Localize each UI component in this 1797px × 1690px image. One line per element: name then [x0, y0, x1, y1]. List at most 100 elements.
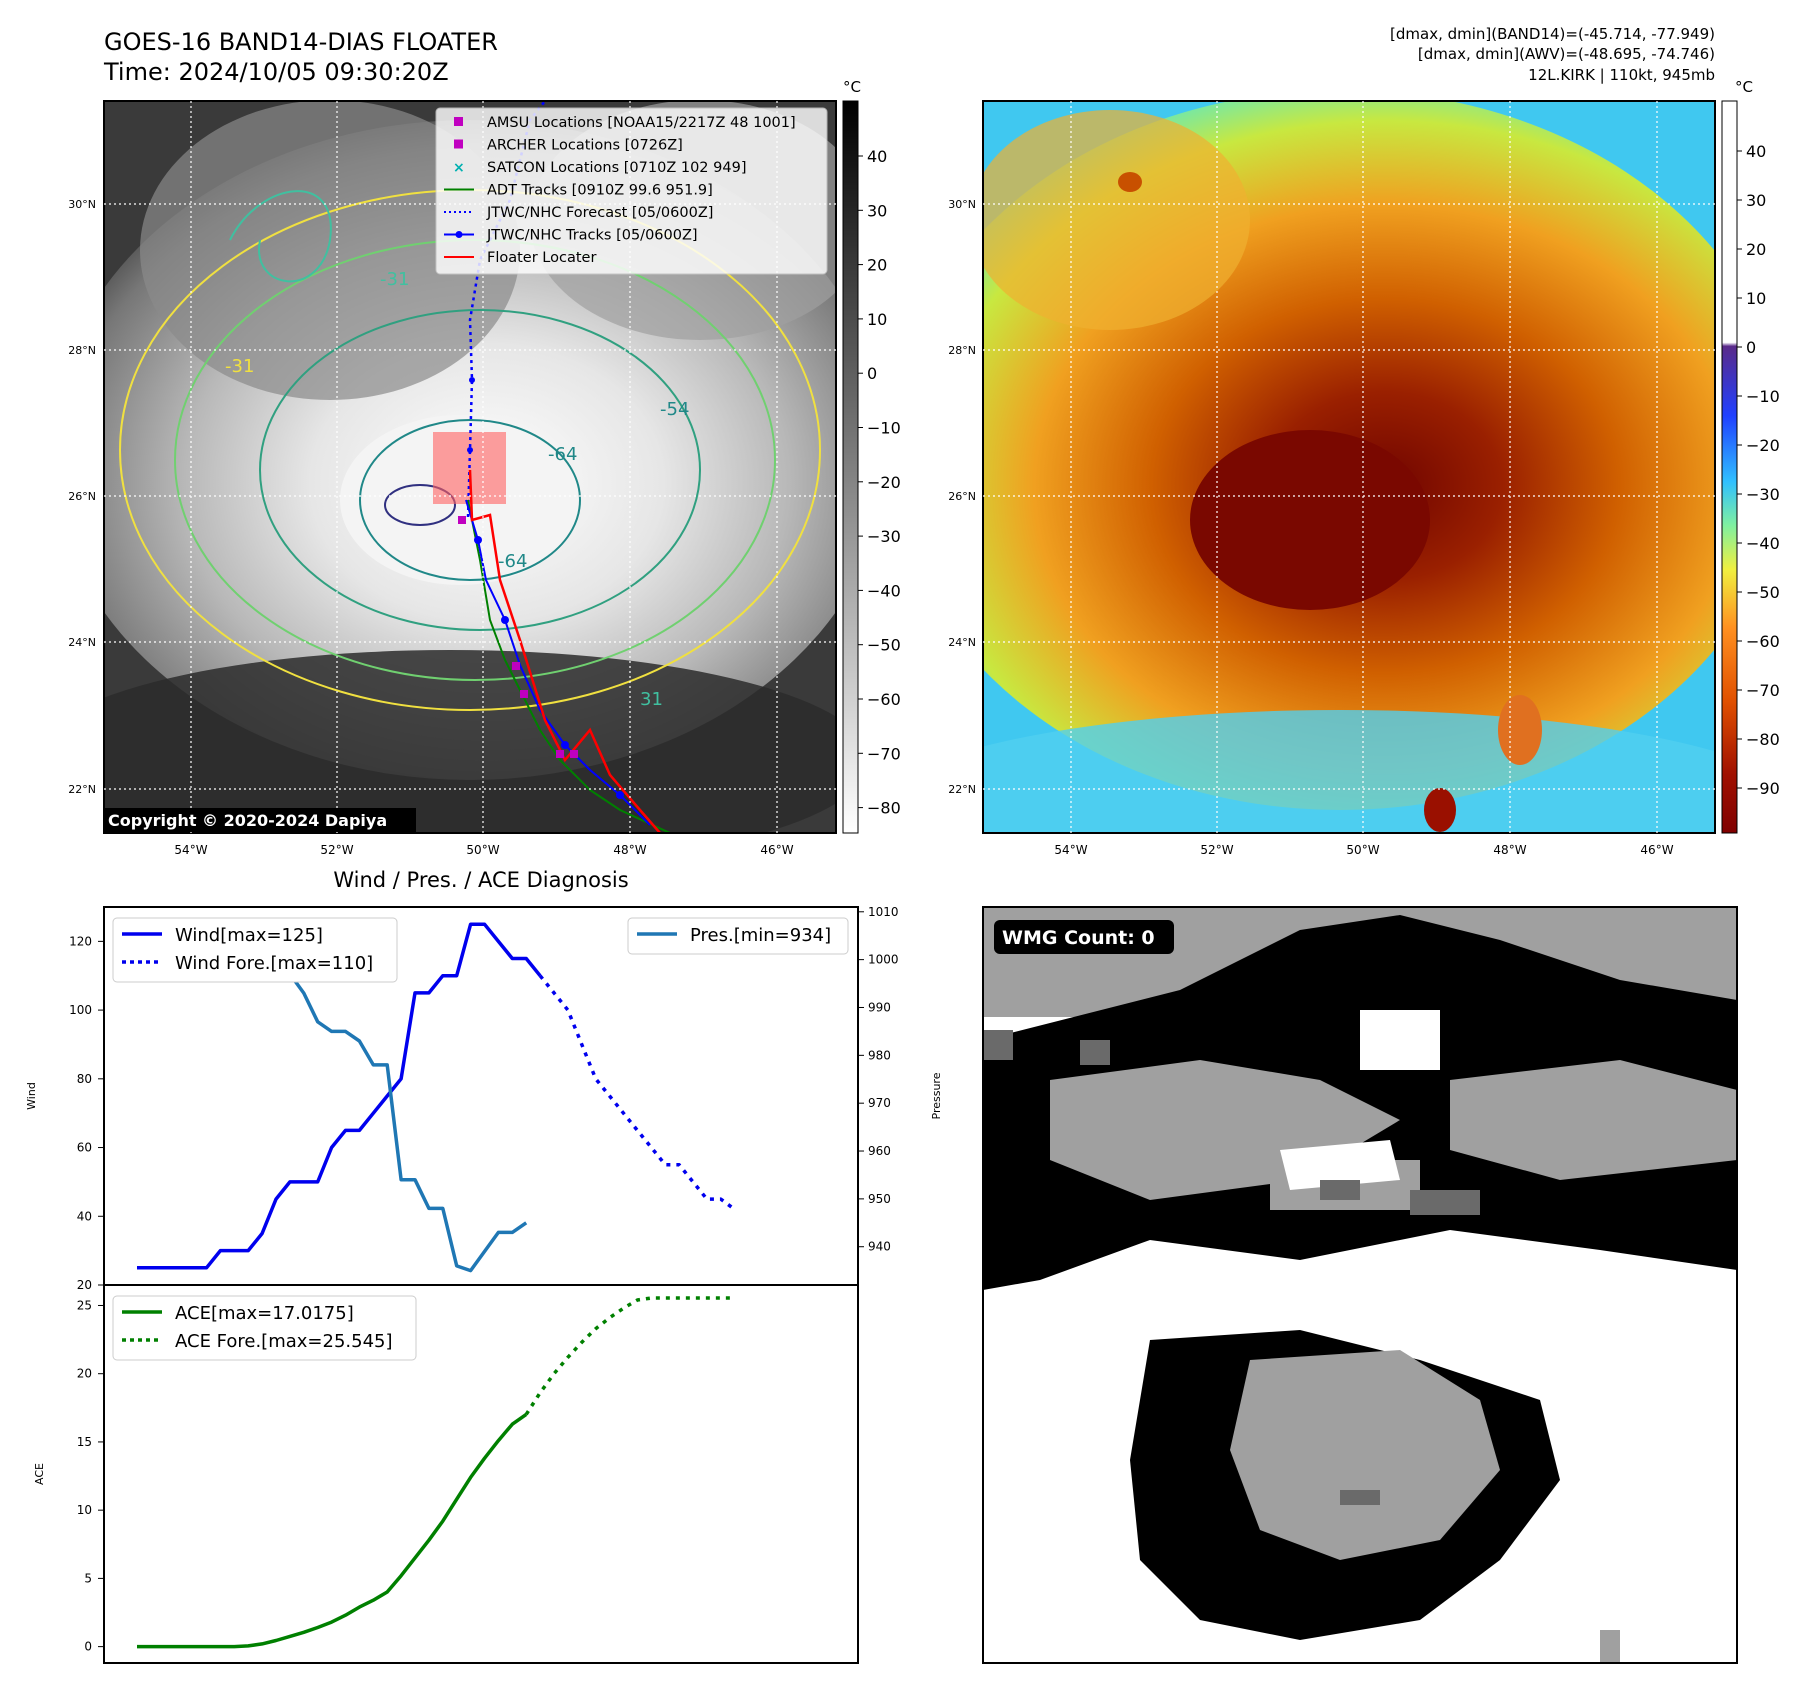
color-se-cell: [1498, 695, 1542, 765]
color-ir-panel: 30°N 28°N 26°N 24°N 22°N 54°W 52°W 50°W …: [948, 100, 1716, 857]
legend-wind: Wind[max=125]: [175, 925, 323, 946]
info-line-1: [dmax, dmin](BAND14)=(-45.714, -77.949): [1390, 25, 1715, 43]
y-tick-label: 120: [69, 934, 92, 948]
adt-track: [467, 499, 671, 833]
y-tick-label: 25: [77, 1298, 92, 1312]
colorbar-tick-label: 20: [1746, 240, 1766, 259]
y2-tick-label: 950: [868, 1192, 891, 1206]
y-tick-label: 20: [77, 1367, 92, 1381]
lon-label: 54°W: [1054, 843, 1087, 857]
y2-tick-label: 1010: [868, 905, 899, 919]
info-line-3: 12L.KIRK | 110kt, 945mb: [1528, 66, 1715, 84]
wmg-pixel-field: [983, 907, 1737, 1663]
legend-label: JTWC/NHC Tracks [05/0600Z]: [486, 228, 698, 244]
pressure-legend: Pres.[min=934]: [627, 917, 849, 955]
colorbar-tick-label: −60: [867, 690, 901, 709]
contour-label: -64: [548, 444, 577, 465]
ace-chart: ACE 0 5 10 15 20 25 ACE[max=17.0175] ACE Fore…: [33, 1284, 859, 1664]
colorbar-tick-label: −20: [867, 473, 901, 492]
ace-ylabel: ACE: [33, 1463, 46, 1485]
lat-label: 24°N: [948, 636, 976, 649]
legend-ace-forecast: ACE Fore.[max=25.545]: [175, 1331, 393, 1352]
copyright-box: [104, 808, 416, 832]
ir-clear-sky: [104, 650, 836, 833]
y-tick-label: 20: [77, 1278, 92, 1292]
jtwc-track-points: [467, 377, 624, 799]
colorbar-tick-label: 30: [1746, 191, 1766, 210]
colorbar-tick-label: −80: [867, 799, 901, 818]
wind-legend: Wind[max=125] Wind Fore.[max=110]: [112, 917, 398, 983]
colorbar-left-unit: °C: [843, 78, 861, 96]
colorbar-tick-label: 40: [1746, 142, 1766, 161]
lat-label: 28°N: [948, 344, 976, 357]
lat-label: 30°N: [68, 198, 96, 211]
figure-title: GOES-16 BAND14-DIAS FLOATER: [104, 28, 498, 56]
colorbar-tick-label: −10: [867, 419, 901, 438]
lon-label: 52°W: [320, 843, 353, 857]
lon-label: 48°W: [1493, 843, 1526, 857]
colorbar-tick-label: −10: [1746, 387, 1780, 406]
copyright-text: Copyright © 2020-2024 Dapiya: [108, 811, 387, 830]
colorbar-tick-label: 10: [1746, 289, 1766, 308]
colorbar-tick-label: −90: [1746, 779, 1780, 798]
y2-tick-label: 1000: [868, 953, 899, 967]
lon-label: 46°W: [1640, 843, 1673, 857]
lon-label: 52°W: [1200, 843, 1233, 857]
archer-locations: [458, 516, 578, 758]
colorbar-tick-label: −60: [1746, 632, 1780, 651]
y-tick-label: 40: [77, 1209, 92, 1223]
contour-label: -64: [498, 551, 527, 572]
colorbar-tick-label: 0: [867, 364, 877, 383]
wmg-count-label: WMG Count: 0: [1002, 927, 1155, 949]
lat-label: 26°N: [68, 490, 96, 503]
colorbar-tick-label: −20: [1746, 436, 1780, 455]
lon-label: 46°W: [760, 843, 793, 857]
y-tick-label: 100: [69, 1003, 92, 1017]
wind-forecast-line: [538, 974, 736, 1211]
y2-tick-label: 980: [868, 1048, 891, 1062]
y-tick-label: 15: [77, 1435, 92, 1449]
contour-label: 31: [640, 689, 663, 710]
wind-pressure-chart: Wind Pressure 20 40 60 80 100 120 940 950 960 97…: [25, 905, 943, 1292]
colorbar-tick-label: −50: [1746, 583, 1780, 602]
legend-marker-square: [454, 117, 463, 126]
legend-label: SATCON Locations [0710Z 102 949]: [487, 160, 746, 176]
ir-image-panel: -64 -64 -54 -31 31 -31: [68, 100, 837, 857]
contour-core: [384, 484, 456, 526]
y-tick-label: 5: [84, 1571, 92, 1585]
figure-time: Time: 2024/10/05 09:30:20Z: [103, 58, 449, 86]
legend-label: Floater Locater: [487, 250, 596, 266]
diagnosis-title: Wind / Pres. / ACE Diagnosis: [333, 868, 628, 892]
lon-label: 54°W: [174, 843, 207, 857]
lat-label: 22°N: [68, 783, 96, 796]
ace-axes-frame: [103, 1284, 859, 1664]
wind-ylabel: Wind: [25, 1082, 38, 1110]
colorbar-right-gradient: [1721, 100, 1738, 834]
contour-label: -31: [225, 356, 254, 377]
lat-label: 24°N: [68, 636, 96, 649]
y-tick-label: 80: [77, 1072, 92, 1086]
legend-label: AMSU Locations [NOAA15/2217Z 48 1001]: [487, 115, 796, 131]
lon-label: 50°W: [1346, 843, 1379, 857]
colorbar-tick-label: −40: [867, 581, 901, 600]
colorbar-tick-label: 30: [867, 201, 887, 220]
colorbar-tick-label: −30: [867, 527, 901, 546]
colorbar-left: °C 40 30 20 10 0 −10 −20 −30 −40 −50 −60 −70 −80: [842, 78, 901, 834]
wmg-frame: [982, 906, 1738, 1664]
y2-tick-label: 960: [868, 1144, 891, 1158]
colorbar-tick-label: 10: [867, 310, 887, 329]
color-nw-cell: [1118, 172, 1142, 192]
color-gridlines: [983, 101, 1715, 833]
wind-series-line: [137, 922, 542, 1270]
contour-inner-teal: [359, 419, 581, 581]
legend-wind-forecast: Wind Fore.[max=110]: [175, 953, 373, 974]
contour-label: -31: [380, 269, 409, 290]
ace-legend: ACE[max=17.0175] ACE Fore.[max=25.545]: [112, 1295, 417, 1361]
legend-marker-dot: [455, 231, 463, 238]
colorbar-tick-label: 0: [1746, 338, 1756, 357]
colorbar-tick-label: 20: [867, 256, 887, 275]
contour-label: -54: [660, 399, 689, 420]
legend-label: ADT Tracks [0910Z 99.6 951.9]: [487, 183, 713, 199]
legend-pressure: Pres.[min=934]: [690, 925, 831, 946]
contour-swirl: [229, 190, 332, 283]
